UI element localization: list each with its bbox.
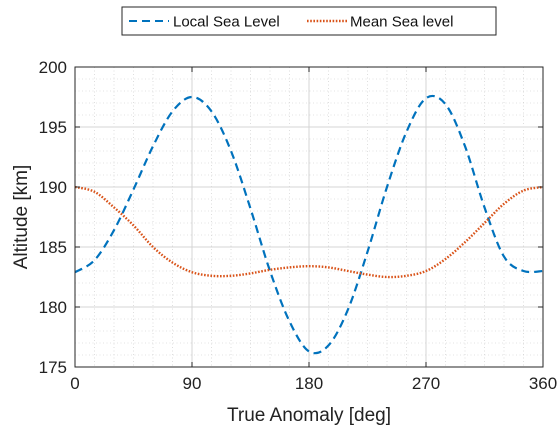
y-tick-labels: 175 180 185 190 195 200 <box>39 58 67 377</box>
x-tick-label: 360 <box>529 374 557 393</box>
legend-entry-local-sea-level: Local Sea Level <box>173 14 280 31</box>
y-tick-label: 195 <box>39 118 67 137</box>
x-tick-label: 0 <box>70 374 79 393</box>
y-tick-label: 190 <box>39 178 67 197</box>
legend-box <box>121 6 497 36</box>
series-layer <box>74 94 544 355</box>
x-axis-label: True Anomaly [deg] <box>227 405 391 426</box>
y-axis-label: Altitude [km] <box>11 165 32 270</box>
series-line-mean-sea-level <box>74 185 544 279</box>
y-tick-label: 200 <box>39 58 67 77</box>
series-line-local-sea-level <box>74 94 544 355</box>
x-tick-labels: 0 90 180 270 360 <box>70 374 557 393</box>
tick-marks <box>74 66 544 368</box>
x-tick-label: 270 <box>412 374 440 393</box>
x-tick-label: 90 <box>183 374 202 393</box>
legend-entry-mean-sea-level: Mean Sea level <box>350 14 453 31</box>
minor-grid <box>75 67 543 367</box>
y-tick-label: 185 <box>39 238 67 257</box>
y-tick-label: 180 <box>39 298 67 317</box>
major-grid <box>75 67 543 367</box>
legend: Local Sea Level Mean Sea level <box>121 6 497 36</box>
x-tick-label: 180 <box>295 374 323 393</box>
y-tick-label: 175 <box>39 358 67 377</box>
